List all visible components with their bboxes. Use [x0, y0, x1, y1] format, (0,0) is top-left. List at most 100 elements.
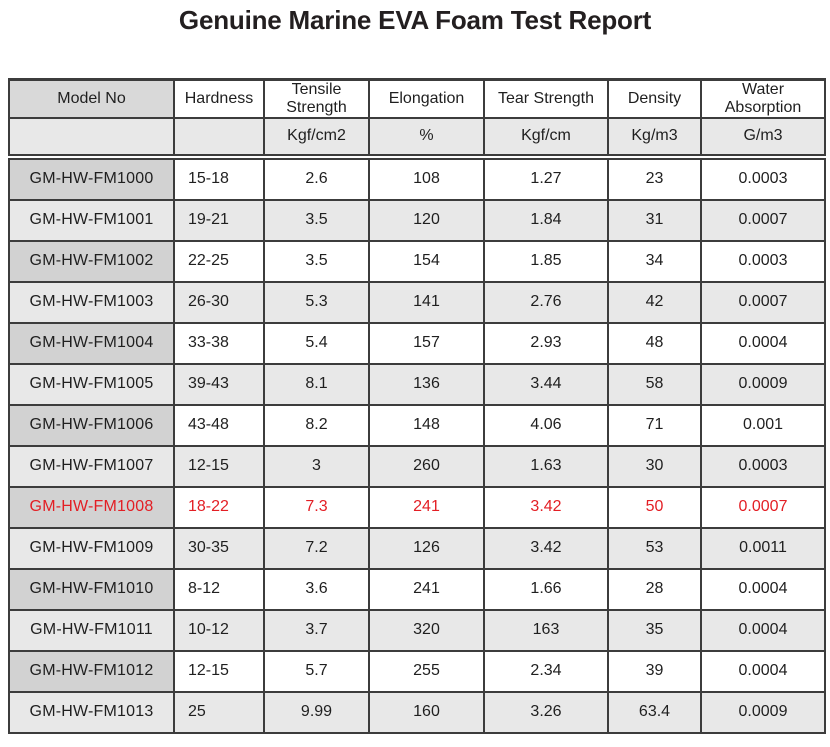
unit-cell-6: G/m3: [743, 127, 783, 145]
table-row: GM-HW-FM1007 12-15 3 260 1.63 30 0.0003: [8, 445, 826, 488]
unit-cell-1: [175, 119, 265, 154]
table-cell: 0.0007: [738, 498, 788, 516]
table-cell: 63.4: [609, 693, 702, 732]
table-row: GM-HW-FM1013 25 9.99 160 3.26 63.4 0.0009: [8, 691, 826, 734]
table-cell: GM-HW-FM1008: [10, 488, 175, 527]
table-row: GM-HW-FM1009 30-35 7.2 126 3.42 53 0.0011: [8, 527, 826, 570]
table-cell: 2.6: [265, 160, 370, 199]
table-cell: 0.0009: [738, 703, 788, 721]
table-row: GM-HW-FM1003 26-30 5.3 141 2.76 42 0.0007: [8, 281, 826, 324]
header-cell-2: Tensile Strength: [265, 81, 370, 117]
table-cell: 35: [609, 611, 702, 650]
table-cell: 42: [609, 283, 702, 322]
table-cell: 2.76: [485, 283, 609, 322]
table-cell: GM-HW-FM1012: [10, 652, 175, 691]
table-row: GM-HW-FM1000 15-18 2.6 108 1.27 23 0.0003: [8, 158, 826, 201]
table-cell: 163: [485, 611, 609, 650]
table-cell: 320: [370, 611, 485, 650]
table-cell: 3.26: [485, 693, 609, 732]
table-row: GM-HW-FM1011 10-12 3.7 320 163 35 0.0004: [8, 609, 826, 652]
table-cell: 34: [609, 242, 702, 281]
table-cell: 154: [370, 242, 485, 281]
table-cell: GM-HW-FM1011: [10, 611, 175, 650]
table-cell: 0.0007: [738, 293, 788, 311]
table-cell: 0.001: [742, 416, 784, 434]
table-cell: GM-HW-FM1003: [10, 283, 175, 322]
table-row: GM-HW-FM1002 22-25 3.5 154 1.85 34 0.0003: [8, 240, 826, 283]
table-row: GM-HW-FM1005 39-43 8.1 136 3.44 58 0.0009: [8, 363, 826, 406]
table-cell: 0.0009: [738, 375, 788, 393]
table-cell: 0.0007: [738, 211, 788, 229]
units-row: Kgf/cm2% Kgf/cm Kg/m3 G/m3: [8, 117, 826, 156]
table-cell: 1.63: [485, 447, 609, 486]
table-cell: 126: [370, 529, 485, 568]
table-cell: 71: [609, 406, 702, 445]
table-cell: 120: [370, 201, 485, 240]
table-cell: 8.1: [265, 365, 370, 404]
table-row: GM-HW-FM1004 33-38 5.4 157 2.93 48 0.0004: [8, 322, 826, 365]
table-cell: 12-15: [175, 447, 265, 486]
table-cell: 148: [370, 406, 485, 445]
table-cell: 3.42: [485, 529, 609, 568]
table-cell: GM-HW-FM1004: [10, 324, 175, 363]
table-row: GM-HW-FM1006 43-48 8.2 148 4.06 71 0.001: [8, 404, 826, 447]
header-cell-5: Density: [609, 81, 702, 117]
table-cell: 48: [609, 324, 702, 363]
table-cell: 5.4: [265, 324, 370, 363]
table-cell: 26-30: [175, 283, 265, 322]
table-cell: 28: [609, 570, 702, 609]
table-cell: GM-HW-FM1001: [10, 201, 175, 240]
table-cell: 31: [609, 201, 702, 240]
table-cell: 255: [370, 652, 485, 691]
report-table: Model No Hardness Tensile Strength Elongati…: [8, 78, 826, 734]
table-cell: 241: [370, 570, 485, 609]
unit-cell-3: %: [370, 119, 485, 154]
page-title: Genuine Marine EVA Foam Test Report: [178, 5, 652, 35]
table-cell: 58: [609, 365, 702, 404]
table-cell: 0.0004: [738, 334, 788, 352]
table-cell: 0.0003: [738, 457, 788, 475]
header-cell-6: Water Absorption: [724, 80, 802, 116]
table-cell: 160: [370, 693, 485, 732]
table-cell: 4.06: [485, 406, 609, 445]
table-cell: 22-25: [175, 242, 265, 281]
table-cell: 3.7: [265, 611, 370, 650]
header-cell-0: Model No: [10, 81, 175, 117]
table-cell: GM-HW-FM1007: [10, 447, 175, 486]
table-cell: 1.84: [485, 201, 609, 240]
table-cell: GM-HW-FM1005: [10, 365, 175, 404]
table-cell: 53: [609, 529, 702, 568]
table-cell: 108: [370, 160, 485, 199]
table-cell: 0.0011: [739, 539, 787, 557]
table-cell: 0.0003: [738, 170, 788, 188]
table-cell: 39-43: [175, 365, 265, 404]
table-cell: 1.27: [485, 160, 609, 199]
table-cell: 23: [609, 160, 702, 199]
table-cell: 8.2: [265, 406, 370, 445]
table-cell: 3.5: [265, 201, 370, 240]
table-cell: 18-22: [175, 488, 265, 527]
table-cell: 12-15: [175, 652, 265, 691]
header-cell-3: Elongation: [370, 81, 485, 117]
table-cell: 1.85: [485, 242, 609, 281]
table-cell: 7.3: [265, 488, 370, 527]
table-cell: 33-38: [175, 324, 265, 363]
table-cell: 3.42: [485, 488, 609, 527]
table-cell: 3: [265, 447, 370, 486]
table-cell: 241: [370, 488, 485, 527]
table-cell: 43-48: [175, 406, 265, 445]
table-cell: GM-HW-FM1002: [10, 242, 175, 281]
table-cell: 157: [370, 324, 485, 363]
table-cell: 141: [370, 283, 485, 322]
header-cell-1: Hardness: [175, 81, 265, 117]
table-cell: 0.0003: [738, 252, 788, 270]
table-cell: 10-12: [175, 611, 265, 650]
unit-cell-2: Kgf/cm2: [265, 119, 370, 154]
table-cell: 8-12: [175, 570, 265, 609]
table-cell: 39: [609, 652, 702, 691]
table-row: GM-HW-FM1008 18-22 7.3 241 3.42 50 0.0007: [8, 486, 826, 529]
table-cell: 136: [370, 365, 485, 404]
table-cell: 30: [609, 447, 702, 486]
table-cell: GM-HW-FM1013: [10, 693, 175, 732]
table-cell: 0.0004: [738, 662, 788, 680]
